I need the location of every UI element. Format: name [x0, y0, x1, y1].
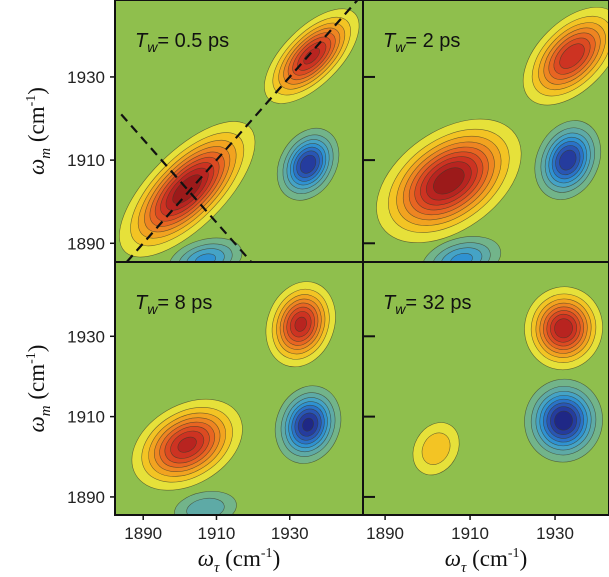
label-subscript: w [147, 301, 158, 317]
label-superscript: -1 [508, 546, 520, 561]
contour-ring [194, 253, 216, 262]
x-tick-label: 1890 [124, 524, 162, 543]
label-subscript: τ [461, 560, 467, 576]
x-tick-label: 1890 [366, 524, 404, 543]
label-subscript: τ [214, 560, 220, 576]
panel-label: Tw= 0.5 ps [135, 30, 229, 55]
label-symbol: ω [445, 546, 461, 571]
contour-ring [299, 154, 317, 174]
y-tick-label: 1930 [67, 68, 105, 87]
y-tick-label: 1930 [67, 327, 105, 346]
label-symbol: ω [198, 546, 214, 571]
panel-frame [362, 261, 609, 516]
label-unit: (cm [24, 364, 49, 406]
y-axis-label: ωm (cm-1) [24, 87, 54, 175]
label-symbol: T [383, 292, 397, 314]
label-close: ) [273, 546, 281, 571]
x-tick-label: 1930 [271, 524, 309, 543]
label-subscript: m [38, 405, 54, 416]
label-close: ) [520, 546, 528, 571]
contour-ring [554, 410, 573, 431]
y-tick-label: 1890 [67, 234, 105, 253]
contour-ring [177, 436, 197, 453]
y-tick-label: 1910 [67, 151, 105, 170]
contour-ring [303, 47, 320, 65]
contour-ring [559, 149, 577, 171]
panel [363, 262, 609, 515]
label-symbol: T [383, 30, 397, 52]
x-axis-label: ωτ (cm-1) [445, 546, 527, 576]
contour-ring [302, 417, 314, 432]
label-superscript: -1 [261, 546, 273, 561]
y-tick-label: 1910 [67, 408, 105, 427]
x-axis-label: ωτ (cm-1) [198, 546, 280, 576]
contour-ring [294, 316, 307, 332]
y-axis-label: ωm (cm-1) [24, 345, 54, 433]
label-text: = 8 ps [157, 292, 212, 314]
label-text: = 32 ps [405, 292, 471, 314]
label-unit: (cm [219, 546, 261, 571]
contour-ring [421, 432, 451, 465]
label-subscript: w [395, 301, 406, 317]
contour-ring [559, 43, 585, 69]
panel [115, 262, 363, 515]
label-superscript: -1 [24, 352, 39, 364]
label-subscript: m [38, 148, 54, 159]
label-close: ) [24, 87, 49, 95]
panel [363, 0, 609, 262]
label-symbol: T [135, 30, 149, 52]
label-subscript: w [395, 39, 406, 55]
label-symbol: ω [24, 159, 49, 175]
antidiagonal-line [120, 113, 253, 262]
diagonal-line [125, 0, 359, 262]
panel-label: Tw= 8 ps [135, 292, 212, 317]
label-text: = 0.5 ps [157, 30, 229, 52]
contour-ring [450, 253, 473, 262]
label-text: = 2 ps [405, 30, 460, 52]
label-unit: (cm [24, 106, 49, 148]
label-symbol: ω [24, 416, 49, 432]
label-unit: (cm [466, 546, 508, 571]
x-tick-label: 1910 [198, 524, 236, 543]
contour-ring [554, 318, 573, 339]
label-subscript: w [147, 39, 158, 55]
x-tick-label: 1910 [451, 524, 489, 543]
y-tick-label: 1890 [67, 488, 105, 507]
panel-label: Tw= 32 ps [383, 292, 472, 317]
x-tick-label: 1930 [536, 524, 574, 543]
contour-ring [433, 167, 465, 195]
panel-label: Tw= 2 ps [383, 30, 460, 55]
label-symbol: T [135, 292, 149, 314]
label-superscript: -1 [24, 95, 39, 107]
label-close: ) [24, 345, 49, 353]
panel [115, 0, 363, 262]
